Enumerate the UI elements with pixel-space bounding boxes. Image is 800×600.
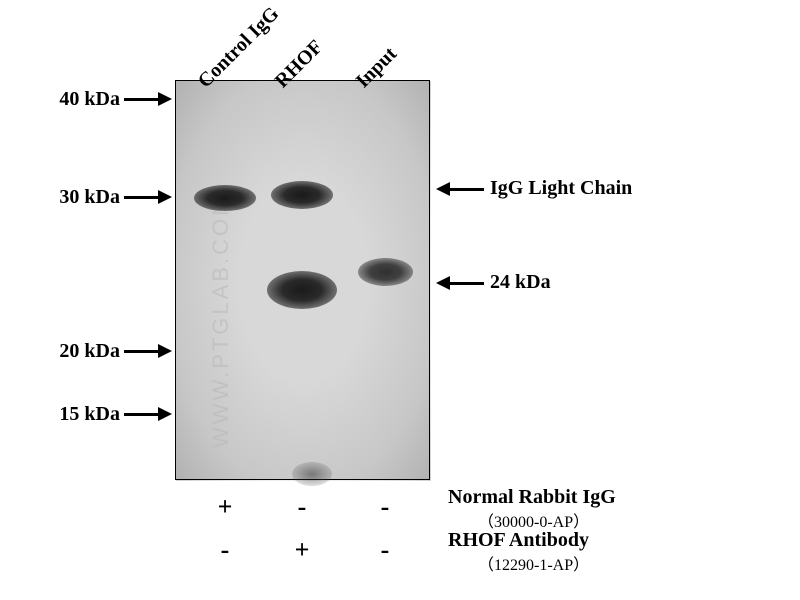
mw-arrow-40-head — [158, 92, 172, 106]
annot-label-iggLC: IgG Light Chain — [490, 177, 632, 200]
annot-arrow-24kda-head — [436, 276, 450, 290]
legend-mark-r1c2: - — [287, 492, 317, 522]
mw-arrow-20-head — [158, 344, 172, 358]
mw-label-15: 15 kDa — [48, 403, 120, 426]
mw-arrow-15-shaft — [124, 413, 158, 416]
annot-arrow-iggLC-head — [436, 182, 450, 196]
annot-label-24kda: 24 kDa — [490, 271, 551, 294]
watermark-text: WWW.PTGLAB.COM — [208, 195, 234, 448]
legend-sub-rhof-ab: （12290-1-AP） — [478, 551, 589, 575]
legend-mark-r2c2: + — [287, 535, 317, 565]
mw-arrow-30-shaft — [124, 196, 158, 199]
blot-bottom-smudge — [292, 462, 332, 486]
legend-title-normal-igg: Normal Rabbit IgG — [448, 486, 616, 509]
mw-label-30: 30 kDa — [48, 186, 120, 209]
legend-mark-r1c3: - — [370, 492, 400, 522]
mw-arrow-15-head — [158, 407, 172, 421]
band-lane1-igg-lc — [194, 185, 256, 211]
legend-title-rhof-ab: RHOF Antibody — [448, 529, 589, 552]
mw-arrow-30-head — [158, 190, 172, 204]
mw-arrow-40-shaft — [124, 98, 158, 101]
annot-arrow-24kda-shaft — [450, 282, 484, 285]
annot-arrow-iggLC-shaft — [450, 188, 484, 191]
legend-mark-r1c1: + — [210, 492, 240, 522]
figure-root: WWW.PTGLAB.COM Control IgG RHOF Input 40… — [0, 0, 800, 600]
legend-mark-r2c3: - — [370, 535, 400, 565]
band-lane3-input — [358, 258, 413, 286]
band-lane2-igg-lc — [271, 181, 333, 209]
mw-arrow-20-shaft — [124, 350, 158, 353]
mw-label-20: 20 kDa — [48, 340, 120, 363]
mw-label-40: 40 kDa — [48, 88, 120, 111]
band-lane2-rhof — [267, 271, 337, 309]
legend-mark-r2c1: - — [210, 535, 240, 565]
